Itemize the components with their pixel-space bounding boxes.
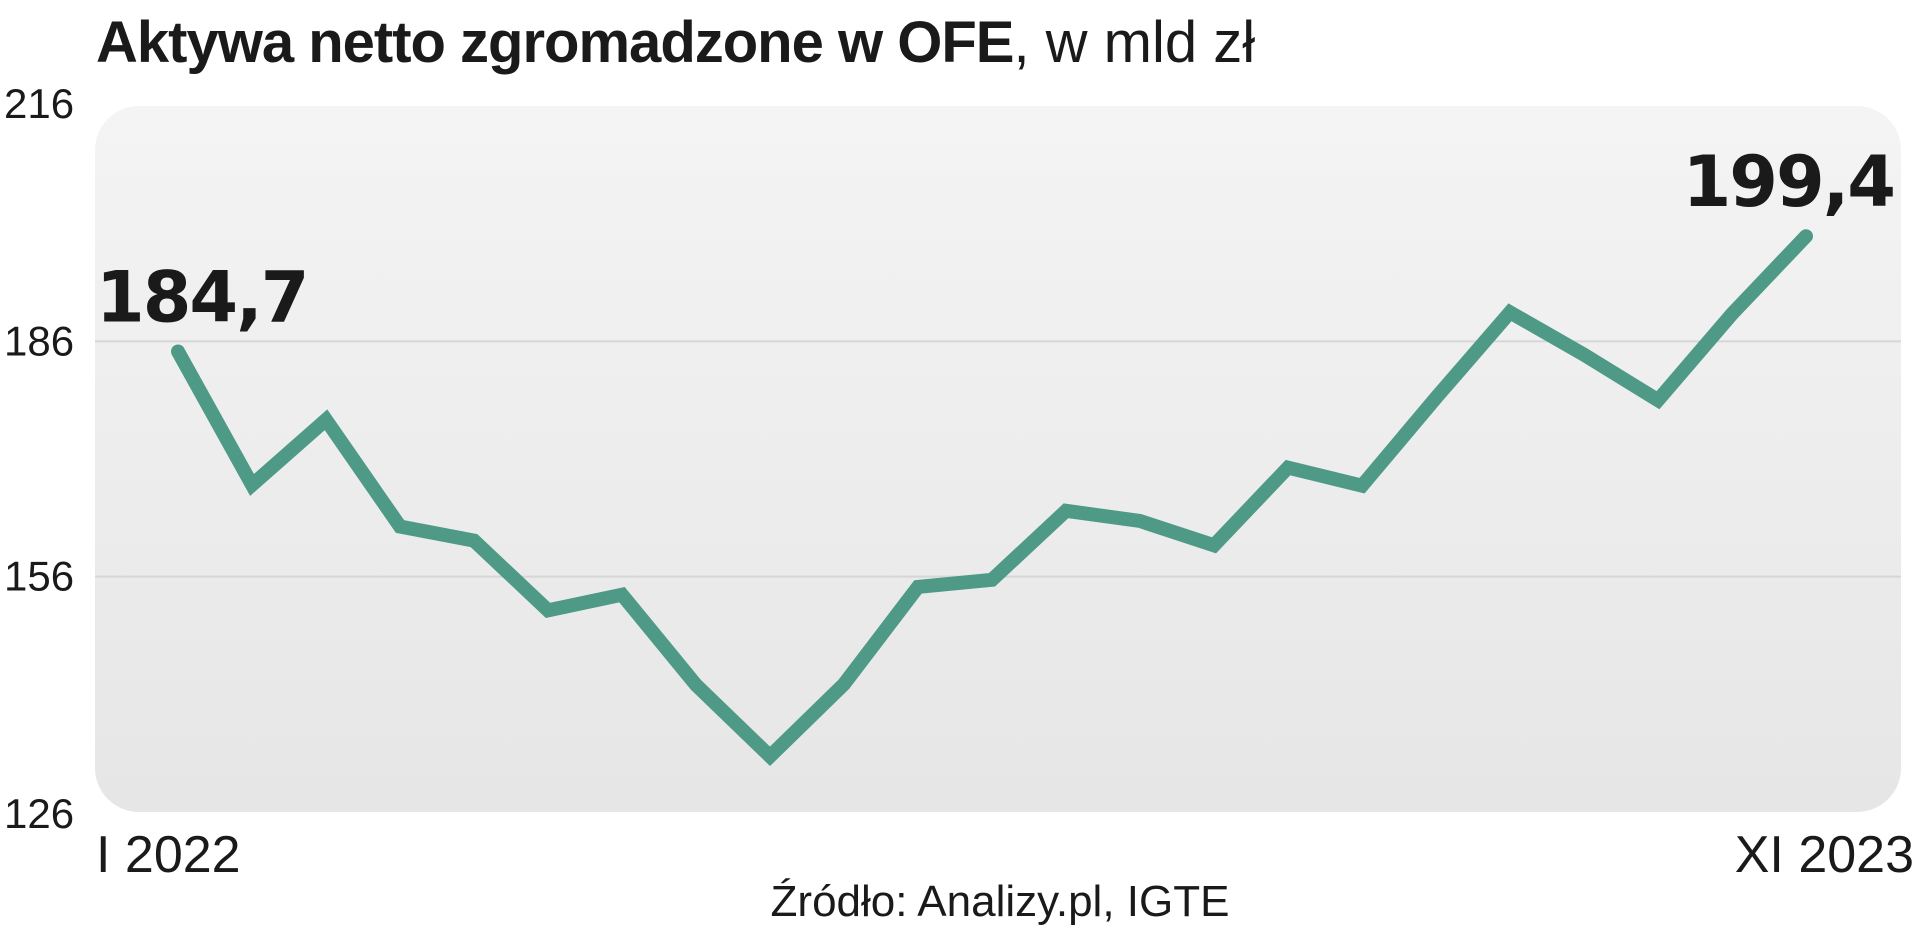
chart-subtitle: , w mld zł xyxy=(1013,10,1255,75)
chart-title-main: Aktywa netto zgromadzone w OFE xyxy=(96,10,1013,75)
plot-panel xyxy=(95,106,1901,812)
x-label-end: XI 2023 xyxy=(1735,826,1914,884)
source-note: Źródło: Analizy.pl, IGTE xyxy=(771,877,1230,926)
y-axis-ticks: 126 156 186 216 xyxy=(4,80,74,837)
y-tick-label: 126 xyxy=(4,790,74,837)
x-label-start: I 2022 xyxy=(96,826,241,884)
data-labels: 184,7 199,4 xyxy=(96,141,1896,339)
y-tick-label: 156 xyxy=(4,553,74,600)
y-tick-label: 186 xyxy=(4,317,74,364)
data-label: 199,4 xyxy=(1683,141,1894,223)
series-line xyxy=(171,229,1813,767)
series-lines xyxy=(171,229,1813,767)
data-label: 184,7 xyxy=(96,257,307,339)
y-tick-label: 216 xyxy=(4,80,74,127)
chart-title: Aktywa netto zgromadzone w OFE, w mld zł xyxy=(96,10,1255,75)
